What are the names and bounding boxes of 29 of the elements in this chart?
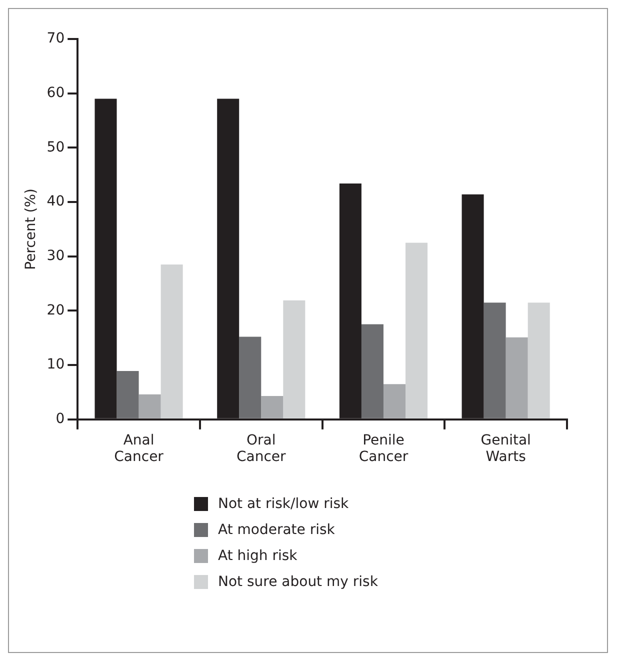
x-tick-label: Anal Cancer <box>114 432 164 466</box>
bar <box>484 302 506 418</box>
y-tick-label: 70 <box>46 30 65 47</box>
bar <box>506 337 528 418</box>
legend-label: At moderate risk <box>218 522 335 538</box>
y-tick-label: 30 <box>46 248 65 264</box>
bar <box>406 242 428 418</box>
y-tick-label: 40 <box>46 194 65 210</box>
x-tick-label: Penile Cancer <box>358 432 408 466</box>
bar <box>361 324 384 418</box>
y-tick-label: 10 <box>46 356 65 373</box>
y-tick-label: 60 <box>46 84 65 101</box>
y-tick-label: 0 <box>56 411 65 428</box>
bar <box>116 371 139 418</box>
bar <box>528 302 550 418</box>
legend-label: Not sure about my risk <box>218 574 378 590</box>
x-tick-label: Genital Warts <box>480 432 531 466</box>
bar <box>239 336 262 418</box>
y-tick-label: 20 <box>46 302 65 318</box>
legend-label: At high risk <box>218 548 298 564</box>
bar <box>138 394 161 418</box>
bar <box>261 396 284 418</box>
bar <box>383 384 406 418</box>
legend-label: Not at risk/low risk <box>218 496 349 512</box>
bar <box>160 264 183 418</box>
x-tick-label: Oral Cancer <box>236 432 286 466</box>
bar <box>283 300 306 418</box>
y-axis-title: Percent (%) <box>23 188 40 270</box>
y-tick-label: 50 <box>46 139 65 156</box>
